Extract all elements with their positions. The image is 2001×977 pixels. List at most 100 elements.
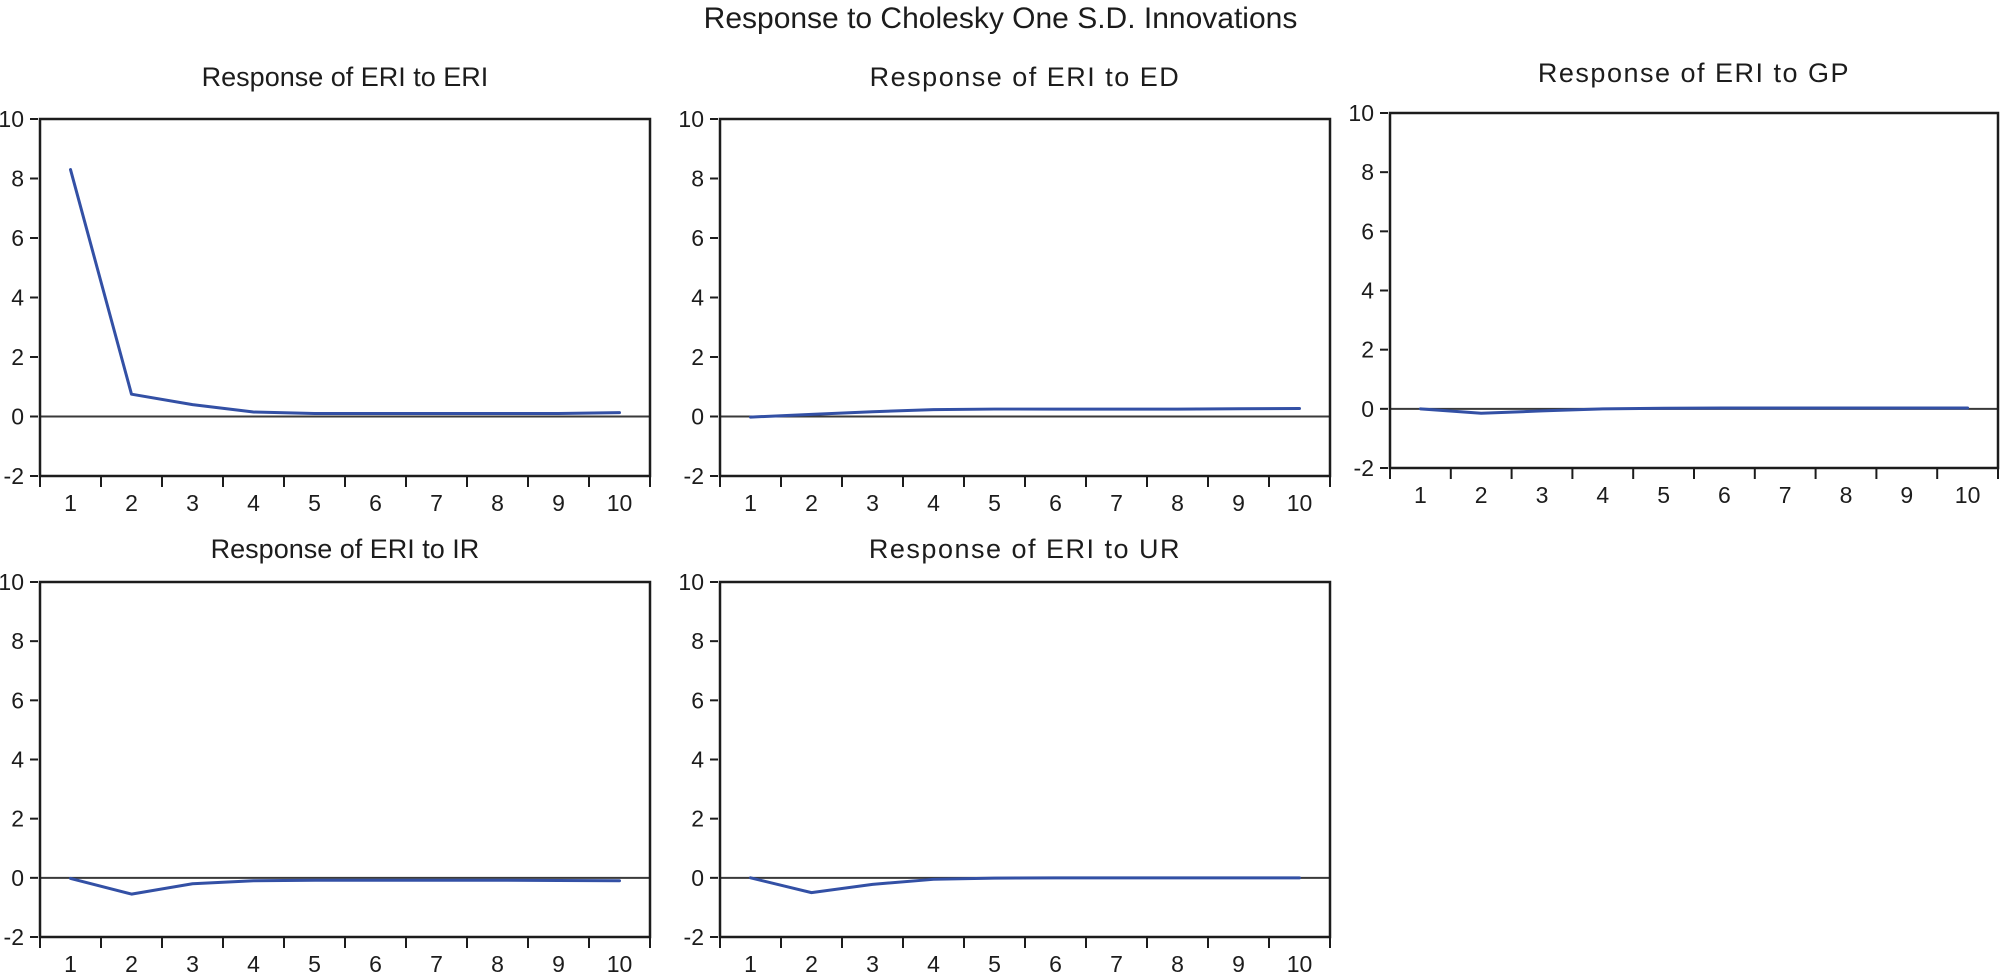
svg-text:2: 2	[691, 344, 704, 370]
svg-text:10: 10	[678, 569, 704, 595]
svg-text:9: 9	[1232, 951, 1245, 977]
svg-text:7: 7	[1110, 951, 1123, 977]
svg-text:8: 8	[491, 951, 504, 977]
svg-text:6: 6	[11, 687, 24, 713]
svg-text:6: 6	[1718, 482, 1731, 508]
svg-text:6: 6	[369, 490, 382, 516]
svg-text:-2: -2	[4, 924, 24, 950]
svg-text:10: 10	[678, 106, 704, 132]
svg-text:6: 6	[1049, 490, 1062, 516]
svg-text:5: 5	[988, 951, 1001, 977]
svg-text:2: 2	[125, 951, 138, 977]
svg-text:-2: -2	[684, 924, 704, 950]
svg-text:0: 0	[1361, 396, 1374, 422]
svg-text:8: 8	[1171, 490, 1184, 516]
svg-text:8: 8	[1840, 482, 1853, 508]
svg-text:3: 3	[1536, 482, 1549, 508]
svg-text:9: 9	[1900, 482, 1913, 508]
chart-title: Response of ERI to ED	[869, 62, 1181, 92]
svg-text:2: 2	[125, 490, 138, 516]
svg-text:6: 6	[369, 951, 382, 977]
chart-title: Response of ERI to UR	[868, 534, 1182, 564]
svg-text:6: 6	[11, 225, 24, 251]
svg-text:10: 10	[0, 569, 24, 595]
svg-text:-2: -2	[684, 463, 704, 489]
svg-text:3: 3	[186, 490, 199, 516]
svg-text:8: 8	[691, 628, 704, 654]
svg-text:5: 5	[988, 490, 1001, 516]
svg-text:10: 10	[0, 106, 24, 132]
svg-text:1: 1	[744, 490, 757, 516]
svg-text:4: 4	[247, 490, 260, 516]
svg-text:4: 4	[927, 490, 940, 516]
svg-text:1: 1	[744, 951, 757, 977]
svg-text:0: 0	[691, 404, 704, 430]
svg-text:6: 6	[691, 687, 704, 713]
svg-text:4: 4	[11, 747, 24, 773]
svg-text:2: 2	[11, 344, 24, 370]
svg-text:10: 10	[1287, 951, 1313, 977]
chart-response-of-eri-to-ur: Response of ERI to UR -2 0 2 4 6 8 10 1 2 3 4 5 6 7 8 9…	[660, 520, 1340, 977]
svg-text:4: 4	[927, 951, 940, 977]
svg-text:4: 4	[11, 285, 24, 311]
svg-text:2: 2	[1361, 337, 1374, 363]
svg-text:3: 3	[866, 951, 879, 977]
svg-text:8: 8	[491, 490, 504, 516]
chart-title: Response of ERI to ERI	[201, 62, 489, 92]
svg-text:9: 9	[1232, 490, 1245, 516]
svg-text:4: 4	[1596, 482, 1609, 508]
svg-text:10: 10	[1287, 490, 1313, 516]
svg-text:7: 7	[1779, 482, 1792, 508]
svg-text:0: 0	[691, 865, 704, 891]
svg-text:9: 9	[552, 490, 565, 516]
svg-text:2: 2	[1475, 482, 1488, 508]
svg-text:1: 1	[64, 951, 77, 977]
svg-text:6: 6	[1361, 218, 1374, 244]
svg-text:4: 4	[1361, 278, 1374, 304]
svg-text:10: 10	[607, 951, 633, 977]
chart-title: Response of ERI to GP	[1537, 58, 1851, 88]
svg-text:0: 0	[11, 404, 24, 430]
chart-response-of-eri-to-eri: Response of ERI to ERI -2 0 2 4 6 8 10 1 2 3 4 5 6 7 8…	[0, 40, 660, 520]
svg-text:4: 4	[691, 285, 704, 311]
chart-response-of-eri-to-ir: Response of ERI to IR -2 0 2 4 6 8 10 1 2 3 4 5 6 7 8 9…	[0, 520, 660, 977]
chart-response-of-eri-to-gp: Response of ERI to GP -2 0 2 4 6 8 10 1 2 3 4 5 6 7 8 9…	[1340, 30, 2001, 510]
svg-text:2: 2	[805, 490, 818, 516]
svg-text:0: 0	[11, 865, 24, 891]
svg-text:10: 10	[607, 490, 633, 516]
svg-text:2: 2	[805, 951, 818, 977]
svg-text:10: 10	[1348, 100, 1374, 126]
svg-text:7: 7	[1110, 490, 1123, 516]
svg-text:5: 5	[1657, 482, 1670, 508]
svg-text:5: 5	[308, 951, 321, 977]
svg-text:-2: -2	[4, 463, 24, 489]
svg-text:4: 4	[691, 747, 704, 773]
svg-text:-2: -2	[1354, 455, 1374, 481]
svg-text:8: 8	[11, 166, 24, 192]
svg-text:2: 2	[11, 806, 24, 832]
svg-text:8: 8	[1361, 159, 1374, 185]
svg-text:4: 4	[247, 951, 260, 977]
svg-text:3: 3	[186, 951, 199, 977]
svg-text:1: 1	[64, 490, 77, 516]
svg-text:8: 8	[11, 628, 24, 654]
svg-text:6: 6	[691, 225, 704, 251]
svg-text:1: 1	[1414, 482, 1427, 508]
svg-text:3: 3	[866, 490, 879, 516]
svg-text:9: 9	[552, 951, 565, 977]
svg-text:8: 8	[691, 166, 704, 192]
svg-text:10: 10	[1955, 482, 1981, 508]
chart-response-of-eri-to-ed: Response of ERI to ED -2 0 2 4 6 8 10 1 2 3 4 5 6 7 8 9…	[660, 40, 1340, 520]
svg-text:7: 7	[430, 490, 443, 516]
figure-title: Response to Cholesky One S.D. Innovation…	[703, 2, 1298, 35]
chart-title: Response of ERI to IR	[210, 534, 480, 564]
svg-text:2: 2	[691, 806, 704, 832]
svg-text:5: 5	[308, 490, 321, 516]
svg-text:8: 8	[1171, 951, 1184, 977]
